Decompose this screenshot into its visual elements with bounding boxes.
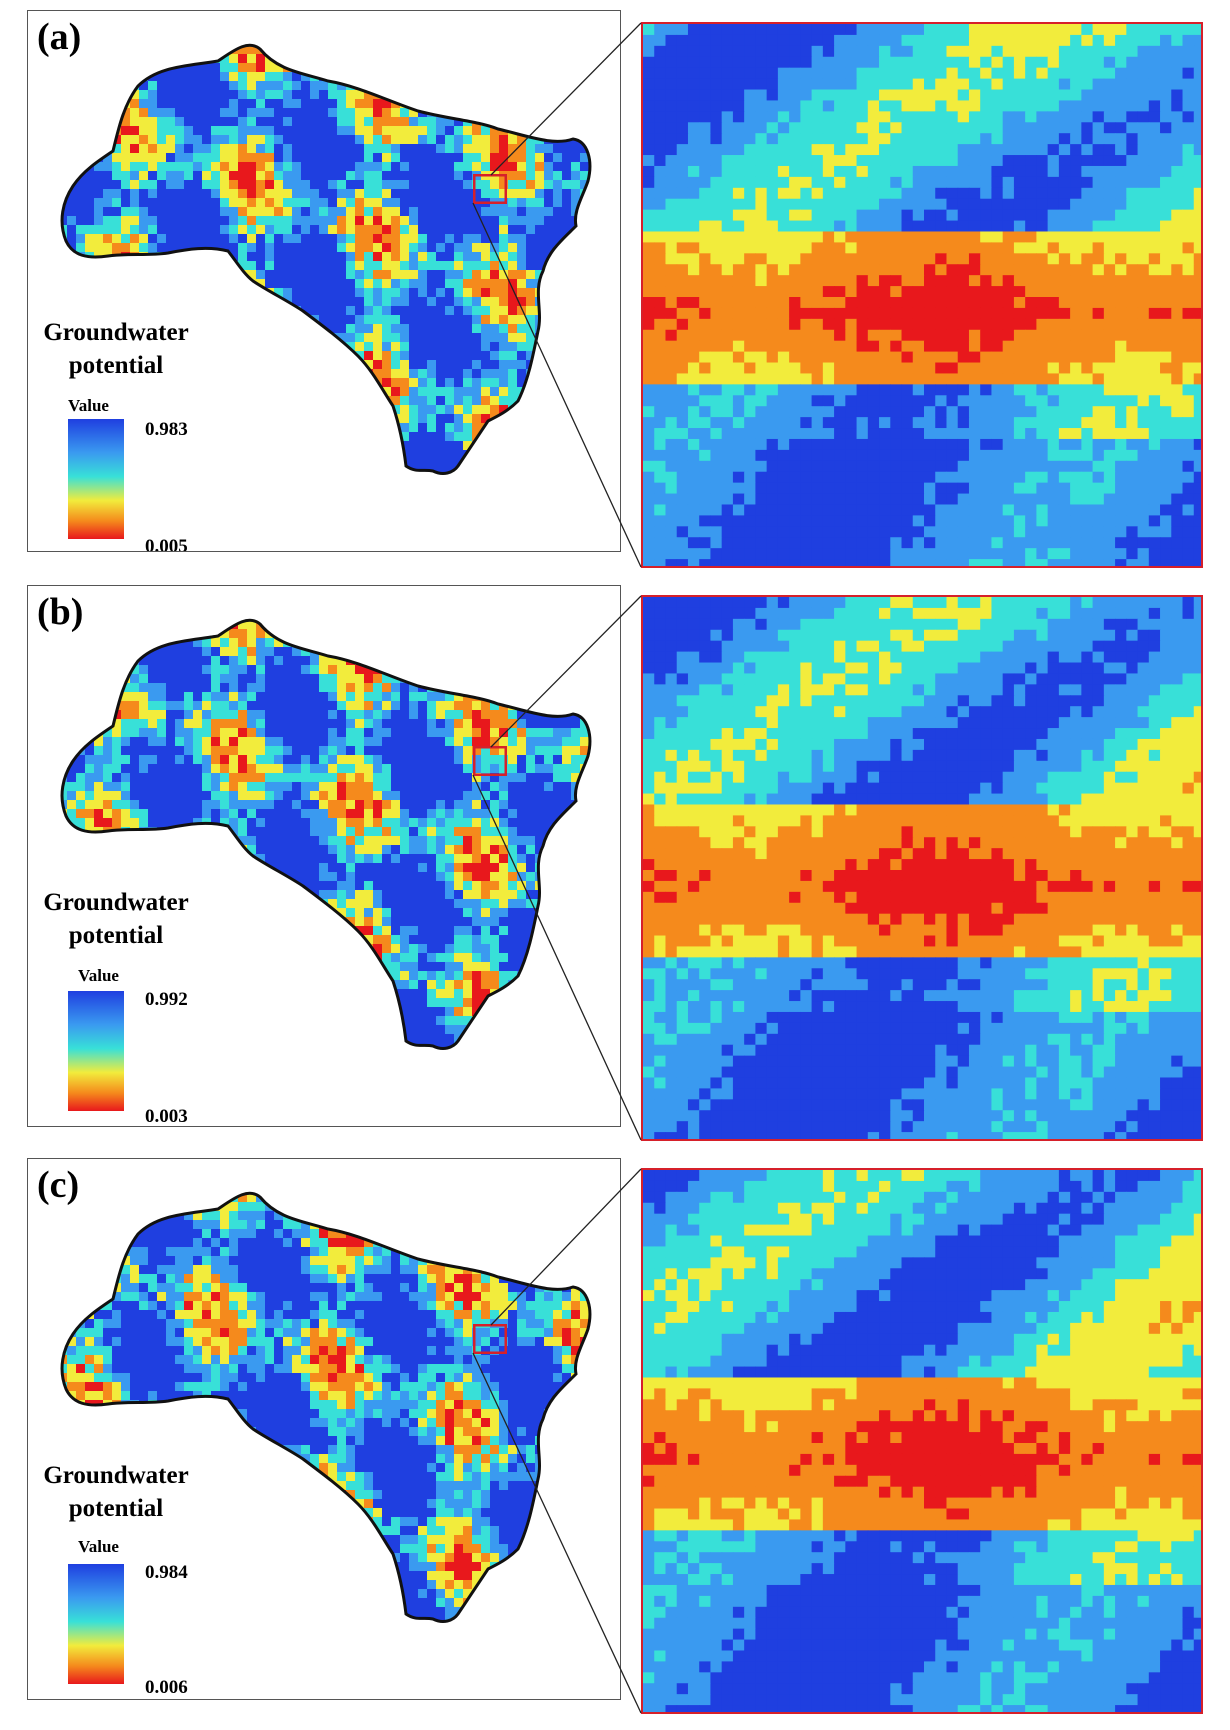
legend-max-c: 0.984 [145, 1562, 188, 1583]
panel-label-a: (a) [37, 16, 82, 58]
legend-min-b: 0.003 [145, 1106, 188, 1127]
zoom-box-a [473, 174, 507, 204]
legend-title-line2: potential [68, 1495, 164, 1522]
legend-value-label-c: Value [78, 1537, 119, 1556]
legend-value-label-b: Value [78, 966, 119, 985]
legend-title-b: Groundwater potential [36, 886, 196, 952]
map-frame-a: (a) Groundwater potential Value 0.983 0.… [27, 10, 621, 552]
map-frame-c: (c) Groundwater potential Value 0.984 0.… [27, 1158, 621, 1700]
legend-max-a: 0.983 [145, 419, 188, 440]
legend-title-line2: potential [68, 352, 164, 379]
legend-colorbar-b [68, 991, 124, 1111]
legend-title-line1: Groundwater [43, 319, 189, 346]
map-frame-b: (b) Groundwater potential Value 0.992 0.… [27, 585, 621, 1127]
legend-title-a: Groundwater potential [36, 316, 196, 382]
legend-title-c: Groundwater potential [36, 1459, 196, 1525]
panel-label-c: (c) [37, 1164, 80, 1206]
legend-min-a: 0.005 [145, 536, 188, 552]
zoomed-raster-a [643, 24, 1201, 566]
zoom-frame-b [641, 595, 1203, 1141]
zoomed-raster-b [643, 597, 1201, 1139]
legend-value-label-a: Value [68, 396, 109, 415]
legend-min-c: 0.006 [145, 1677, 188, 1698]
zoom-frame-a [641, 22, 1203, 568]
legend-colorbar-a [68, 419, 124, 539]
legend-title-line1: Groundwater [43, 889, 189, 916]
zoom-frame-c [641, 1168, 1203, 1714]
zoomed-raster-c [643, 1170, 1201, 1712]
legend-title-line2: potential [68, 922, 164, 949]
legend-title-line1: Groundwater [43, 1462, 189, 1489]
zoom-box-c [473, 1324, 507, 1354]
zoom-box-b [473, 746, 507, 776]
legend-max-b: 0.992 [145, 989, 188, 1010]
legend-colorbar-c [68, 1564, 124, 1684]
panel-label-b: (b) [37, 591, 84, 633]
